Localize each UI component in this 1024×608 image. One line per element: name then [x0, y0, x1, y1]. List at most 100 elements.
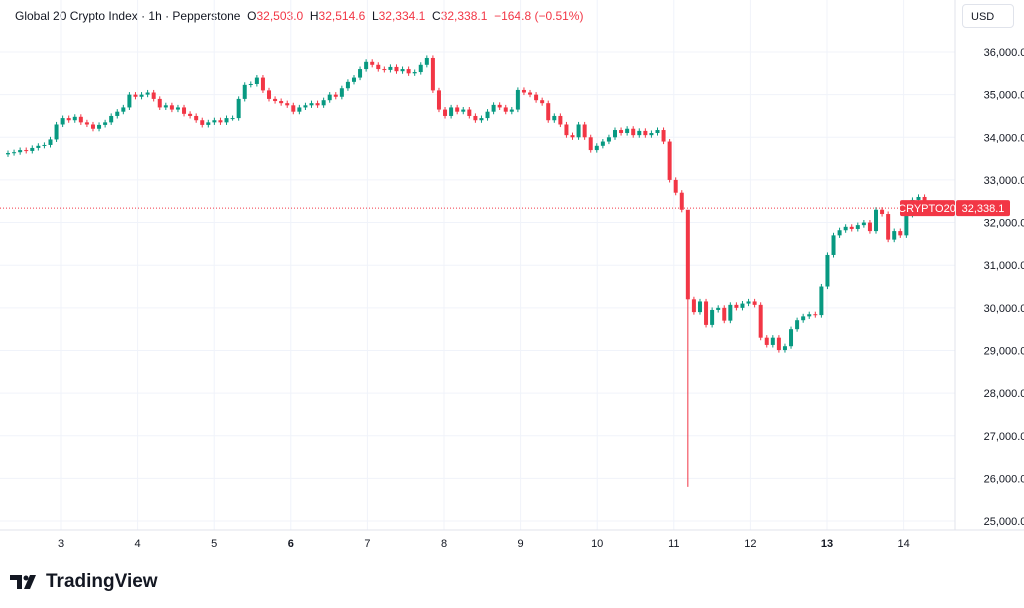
candle-body: [84, 122, 89, 125]
candle-body: [175, 107, 180, 110]
candle-body: [831, 235, 836, 255]
candle-body: [534, 94, 539, 101]
last-price-tag-bg: [956, 200, 1010, 217]
candle-body: [837, 230, 842, 236]
candle-body: [849, 226, 854, 229]
candle-body: [97, 124, 102, 129]
candle-body: [685, 209, 690, 300]
candle-body: [406, 69, 411, 74]
candle-body: [66, 118, 71, 121]
candle-body: [218, 120, 223, 123]
candle-body: [206, 122, 211, 125]
x-tick-label: 5: [211, 538, 217, 550]
candle-body: [370, 61, 375, 65]
candle-body: [728, 304, 733, 321]
candle-body: [679, 192, 684, 210]
candle-body: [594, 145, 599, 151]
candle-body: [212, 120, 217, 123]
y-tick-label: 29,000.0: [984, 345, 1024, 357]
candle-body: [746, 301, 751, 304]
candle-body: [886, 214, 891, 240]
candle-body: [576, 124, 581, 138]
candle-body: [382, 69, 387, 71]
candle-body: [285, 103, 290, 106]
candle-body: [194, 115, 199, 121]
candle-body: [242, 84, 247, 99]
candle-body: [861, 222, 866, 226]
candle-body: [424, 57, 429, 65]
candle-body: [485, 111, 490, 119]
candle-body: [400, 69, 405, 72]
candle-body: [898, 231, 903, 236]
low-value: 32,334.1: [378, 9, 426, 23]
candle-body: [655, 130, 660, 134]
candle-body: [740, 303, 745, 308]
candle-body: [789, 329, 794, 347]
tradingview-logo[interactable]: TradingView: [10, 571, 158, 593]
candle-body: [673, 179, 678, 193]
high-value: 32,514.6: [318, 9, 366, 23]
candle-body: [351, 77, 356, 82]
candle-body: [704, 301, 709, 325]
candle-body: [230, 118, 235, 120]
candle-body: [394, 66, 399, 72]
candle-body: [315, 103, 320, 106]
candle-body: [12, 152, 17, 154]
x-tick-label: 8: [441, 538, 447, 550]
candle-body: [776, 337, 781, 351]
candle-body: [200, 120, 205, 125]
y-tick-label: 27,000.0: [984, 431, 1024, 443]
candle-body: [782, 346, 787, 351]
candle-body: [697, 301, 702, 313]
candle-body: [807, 314, 812, 317]
candle-body: [248, 83, 253, 85]
candle-body: [42, 144, 47, 146]
candle-body: [855, 225, 860, 229]
candle-body: [497, 104, 502, 108]
candle-body: [880, 209, 885, 215]
candle-body: [461, 109, 466, 112]
candle-body: [546, 103, 551, 121]
candle-body: [606, 137, 611, 142]
candle-body: [588, 137, 593, 151]
candle-body: [6, 153, 10, 155]
candle-body: [327, 94, 332, 101]
candle-body: [455, 107, 460, 112]
candle-body: [151, 92, 156, 99]
y-tick-label: 30,000.0: [984, 303, 1024, 315]
tradingview-logo-icon: [10, 575, 36, 589]
candle-body: [631, 128, 636, 136]
candle-body: [661, 130, 666, 142]
candle-body: [649, 133, 654, 136]
x-tick-label: 7: [364, 538, 370, 550]
candle-body: [613, 130, 617, 138]
candle-body: [449, 107, 454, 116]
x-tick-label: 14: [897, 538, 909, 550]
candle-body: [157, 98, 162, 108]
candle-body: [795, 320, 800, 330]
candle-body: [412, 72, 417, 74]
candle-body: [309, 103, 314, 106]
brand-name: TradingView: [46, 571, 158, 592]
candle-body: [515, 89, 520, 110]
y-tick-label: 25,000.0: [984, 516, 1024, 528]
candle-body: [273, 98, 278, 102]
candle-body: [109, 115, 114, 123]
candle-body: [333, 94, 338, 97]
symbol-tag: CRYPTO20: [898, 203, 956, 215]
candle-body: [24, 150, 29, 152]
candle-body: [358, 69, 363, 78]
x-tick-label: 3: [58, 538, 64, 550]
candle-body: [443, 109, 448, 116]
currency-button[interactable]: USD: [962, 4, 1014, 28]
candle-body: [752, 301, 757, 305]
candle-body: [770, 337, 775, 345]
candle-body: [182, 107, 187, 114]
close-value: 32,338.1: [440, 9, 488, 23]
candle-body: [121, 107, 126, 112]
candle-body: [540, 100, 545, 104]
candle-body: [54, 124, 59, 140]
candle-body: [503, 107, 508, 112]
candle-body: [303, 105, 308, 108]
